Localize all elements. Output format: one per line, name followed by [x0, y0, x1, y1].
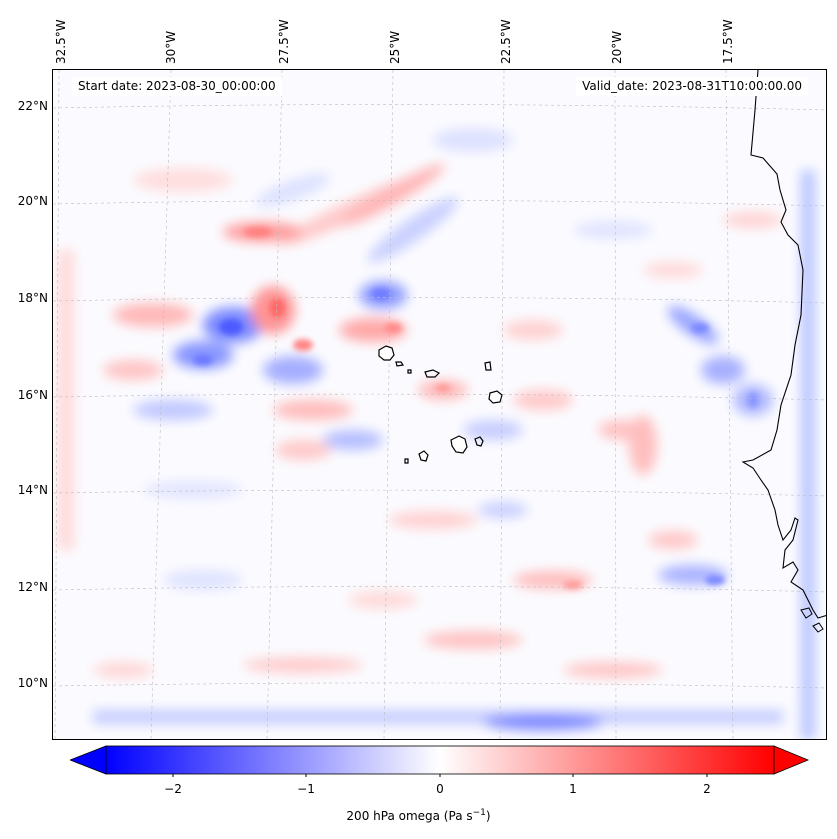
colorbar-label-main: 200 hPa omega (Pa s	[346, 809, 473, 823]
lat-label-22n: 22°N	[17, 99, 48, 113]
lat-label-10n: 10°N	[17, 676, 48, 690]
colorbar-tick-2: 2	[703, 782, 711, 796]
africa-coastline	[741, 70, 826, 619]
omega-field-map	[53, 70, 826, 739]
map-plot-area	[52, 69, 827, 740]
lat-label-18n: 18°N	[17, 291, 48, 305]
colorbar	[70, 745, 810, 777]
graticule	[53, 70, 826, 739]
colorbar-tick-neg1: −1	[297, 782, 315, 796]
bissau-islands	[800, 607, 824, 633]
colorbar-label-end: )	[485, 809, 491, 823]
cape-verde-islands	[378, 345, 503, 464]
valid-date-label: Valid_date: 2023-08-31T10:00:00.00	[576, 77, 808, 96]
lon-label-17-5w: 17.5°W	[721, 19, 735, 64]
lon-label-25w: 25°W	[388, 30, 402, 64]
lat-label-16n: 16°N	[17, 388, 48, 402]
lon-label-32-5w: 32.5°W	[54, 19, 68, 64]
start-date-label: Start date: 2023-08-30_00:00:00	[72, 77, 282, 96]
colorbar-tick-0: 0	[436, 782, 444, 796]
lon-label-22-5w: 22.5°W	[499, 19, 513, 64]
colorbar-body	[105, 745, 775, 775]
colorbar-label-exponent: −1	[472, 808, 486, 818]
colorbar-extend-left	[70, 745, 107, 775]
lon-label-20w: 20°W	[610, 30, 624, 64]
lat-label-20n: 20°N	[17, 194, 48, 208]
colorbar-label: 200 hPa omega (Pa s−1)	[0, 808, 837, 823]
colorbar-tick-marks	[172, 774, 708, 777]
lon-label-27-5w: 27.5°W	[277, 19, 291, 64]
lat-label-12n: 12°N	[17, 580, 48, 594]
omega-field-detail	[193, 227, 759, 589]
colorbar-tick-neg2: −2	[164, 782, 182, 796]
lat-label-14n: 14°N	[17, 483, 48, 497]
lon-label-30w: 30°W	[164, 30, 178, 64]
colorbar-extend-right	[773, 745, 810, 775]
colorbar-tick-1: 1	[569, 782, 577, 796]
